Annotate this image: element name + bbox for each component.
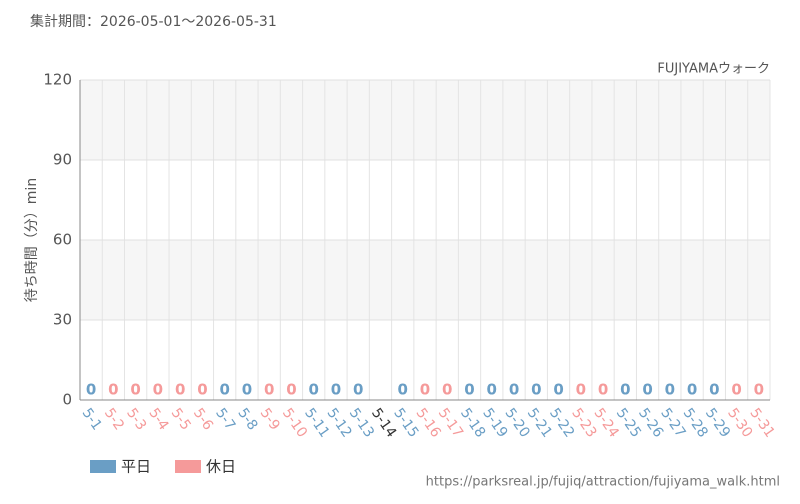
legend-swatch (175, 460, 201, 473)
legend-swatch (90, 460, 116, 473)
data-label: 0 (598, 381, 608, 399)
chart-subtitle: FUJIYAMAウォーク (657, 62, 770, 77)
data-label: 0 (442, 381, 452, 399)
data-label: 0 (487, 381, 497, 399)
data-label: 0 (197, 381, 207, 399)
plot-band (80, 240, 770, 320)
data-label: 0 (620, 381, 630, 399)
x-tick-label: 5-6 (190, 405, 216, 433)
data-label: 0 (175, 381, 185, 399)
data-label: 0 (153, 381, 163, 399)
data-label: 0 (642, 381, 652, 399)
y-tick-label: 90 (53, 151, 72, 169)
data-label: 0 (576, 381, 586, 399)
data-label: 0 (219, 381, 229, 399)
data-label: 0 (553, 381, 563, 399)
data-label: 0 (420, 381, 430, 399)
data-label: 0 (331, 381, 341, 399)
x-tick-label: 5-2 (101, 405, 127, 433)
plot-band (80, 80, 770, 160)
data-label: 0 (108, 381, 118, 399)
y-tick-label: 30 (53, 311, 72, 329)
data-label: 0 (531, 381, 541, 399)
source: https://parksreal.jp/fujiq/attraction/fu… (426, 475, 780, 490)
y-tick-label: 120 (43, 71, 72, 89)
y-axis-label: 待ち時間（分）min (24, 178, 40, 302)
x-tick-label: 5-31 (746, 405, 777, 440)
data-label: 0 (130, 381, 140, 399)
data-label: 0 (398, 381, 408, 399)
legend-label: 平日 (121, 458, 151, 476)
chart-title: 集計期間：2026-05-01～2026-05-31 (30, 13, 277, 30)
data-label: 0 (731, 381, 741, 399)
data-label: 0 (464, 381, 474, 399)
x-tick-label: 5-1 (79, 405, 105, 433)
data-label: 0 (242, 381, 252, 399)
x-tick-label: 5-7 (212, 405, 238, 433)
x-tick-label: 5-9 (257, 405, 283, 433)
x-tick-label: 5-5 (168, 405, 194, 433)
x-tick-label: 5-8 (234, 405, 260, 433)
y-tick-label: 60 (53, 231, 72, 249)
y-tick-label: 0 (62, 391, 72, 409)
legend-label: 休日 (206, 458, 236, 476)
data-label: 0 (709, 381, 719, 399)
data-label: 0 (286, 381, 296, 399)
x-tick-label: 5-4 (145, 405, 171, 433)
data-label: 0 (353, 381, 363, 399)
data-label: 0 (509, 381, 519, 399)
data-label: 0 (754, 381, 764, 399)
data-label: 0 (665, 381, 675, 399)
data-label: 0 (687, 381, 697, 399)
data-label: 0 (264, 381, 274, 399)
x-tick-label: 5-3 (123, 405, 149, 433)
data-label: 0 (308, 381, 318, 399)
data-label: 0 (86, 381, 96, 399)
